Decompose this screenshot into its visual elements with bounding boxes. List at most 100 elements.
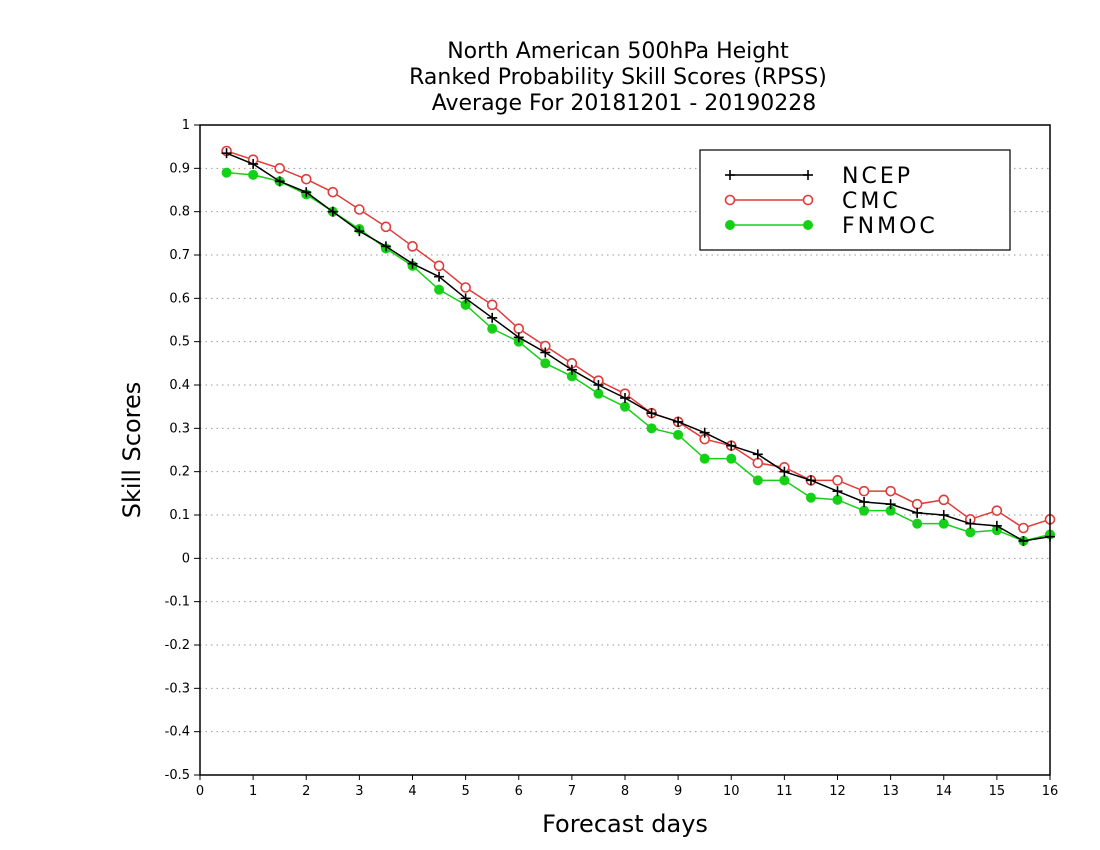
data-point-fnmoc (752, 475, 763, 486)
data-point-cmc (885, 485, 896, 497)
legend-label: CMC (842, 189, 901, 214)
data-point-cmc (911, 498, 923, 510)
x-tick-label: 5 (461, 784, 469, 799)
data-point-ncep (885, 499, 896, 510)
y-tick-label: 0.2 (169, 465, 190, 480)
data-point-ncep (699, 427, 710, 438)
x-tick-label: 14 (935, 784, 952, 799)
data-point-cmc (460, 282, 471, 293)
y-tick-label: -0.5 (165, 768, 190, 783)
data-point-cmc (802, 194, 814, 206)
data-point-fnmoc (487, 323, 498, 334)
x-tick-label: 9 (674, 784, 682, 799)
data-point-fnmoc (912, 518, 923, 529)
x-tick-label: 1 (249, 784, 257, 799)
series-ncep (221, 148, 1055, 546)
y-tick-label: 0.8 (169, 205, 190, 220)
y-tick-label: -0.2 (165, 638, 190, 653)
y-tick-label: 0.1 (169, 508, 190, 523)
data-point-fnmoc (938, 518, 949, 529)
data-point-ncep (221, 148, 232, 159)
y-axis-label: Skill Scores (118, 382, 146, 519)
data-point-fnmoc (859, 505, 870, 516)
y-tick-label: -0.4 (165, 725, 190, 740)
series-line-ncep (226, 152, 1051, 542)
data-point-ncep (248, 159, 259, 169)
data-point-ncep (434, 271, 445, 282)
data-point-cmc (724, 194, 736, 206)
y-axis-ticks: -0.5 -0.4 -0.3 -0.2 -0.1 0 0.1 0.2 0.3 0.4 0.5 0.6 0… (165, 118, 200, 783)
plot-area-frame (199, 124, 1051, 776)
data-point-ncep (460, 293, 471, 304)
x-tick-label: 8 (621, 784, 629, 799)
data-point-ncep (912, 507, 923, 518)
data-point-cmc (327, 186, 339, 198)
x-tick-label: 3 (355, 784, 363, 799)
data-point-ncep (380, 241, 391, 252)
data-point-cmc (274, 163, 285, 174)
x-tick-label: 15 (989, 784, 1006, 799)
legend-entry-cmc: CMC (724, 189, 901, 214)
data-point-fnmoc (673, 429, 684, 440)
title-line-1: North American 500hPa Height (447, 39, 789, 64)
legend-label: NCEP (842, 164, 913, 189)
x-tick-label: 6 (515, 784, 523, 799)
data-point-fnmoc (434, 284, 445, 295)
data-point-fnmoc (248, 169, 259, 180)
x-tick-label: 16 (1042, 784, 1059, 799)
data-point-ncep (487, 312, 498, 323)
data-point-fnmoc (726, 453, 737, 464)
data-point-ncep (859, 497, 870, 507)
data-point-cmc (433, 260, 445, 272)
x-tick-label: 2 (302, 784, 310, 799)
data-point-ncep (513, 332, 524, 343)
data-point-ncep (832, 486, 843, 497)
x-tick-label: 0 (196, 784, 204, 799)
data-point-ncep (803, 170, 813, 180)
data-point-fnmoc (221, 167, 232, 178)
series-layer (221, 145, 1056, 546)
y-tick-label: 0 (182, 551, 190, 566)
data-point-cmc (991, 505, 1003, 516)
y-tick-label: 0.4 (169, 378, 190, 393)
x-axis-label: Forecast days (542, 810, 708, 838)
data-point-fnmoc (803, 220, 813, 230)
x-tick-label: 13 (882, 784, 899, 799)
data-point-cmc (407, 241, 418, 252)
data-point-cmc (832, 475, 843, 486)
data-point-fnmoc (620, 401, 630, 412)
data-point-fnmoc (779, 475, 790, 486)
data-point-cmc (486, 299, 498, 311)
data-point-fnmoc (699, 453, 710, 464)
data-point-fnmoc (805, 492, 816, 503)
data-point-ncep (965, 518, 976, 529)
data-point-fnmoc (965, 527, 976, 538)
data-point-ncep (805, 475, 816, 486)
data-point-ncep (407, 258, 418, 269)
data-point-ncep (1018, 536, 1029, 546)
data-point-ncep (726, 440, 737, 451)
x-axis-ticks: 0 1 2 3 4 5 6 7 8 9 10 11 12 13 14 15 16 (196, 775, 1058, 799)
data-point-ncep (540, 347, 551, 358)
data-point-ncep (938, 510, 949, 520)
data-point-cmc (300, 173, 312, 185)
title-line-3: Average For 20181201 - 20190228 (432, 91, 817, 116)
y-tick-label: -0.1 (165, 595, 190, 610)
data-point-cmc (513, 323, 525, 334)
data-point-ncep (752, 449, 763, 460)
data-point-ncep (779, 466, 790, 477)
data-point-fnmoc (593, 388, 604, 399)
y-tick-label: 0.9 (169, 161, 190, 176)
data-point-ncep (327, 206, 338, 217)
data-point-fnmoc (725, 220, 735, 230)
data-point-cmc (752, 457, 764, 469)
y-tick-label: 1 (182, 118, 190, 133)
data-point-ncep (620, 393, 630, 403)
legend-entry-ncep: NCEP (725, 164, 913, 189)
data-point-ncep (301, 187, 312, 198)
legend-entry-fnmoc: FNMOC (725, 214, 935, 239)
data-point-ncep (354, 226, 365, 237)
y-tick-label: 0.3 (169, 421, 190, 436)
x-tick-label: 4 (408, 784, 416, 799)
